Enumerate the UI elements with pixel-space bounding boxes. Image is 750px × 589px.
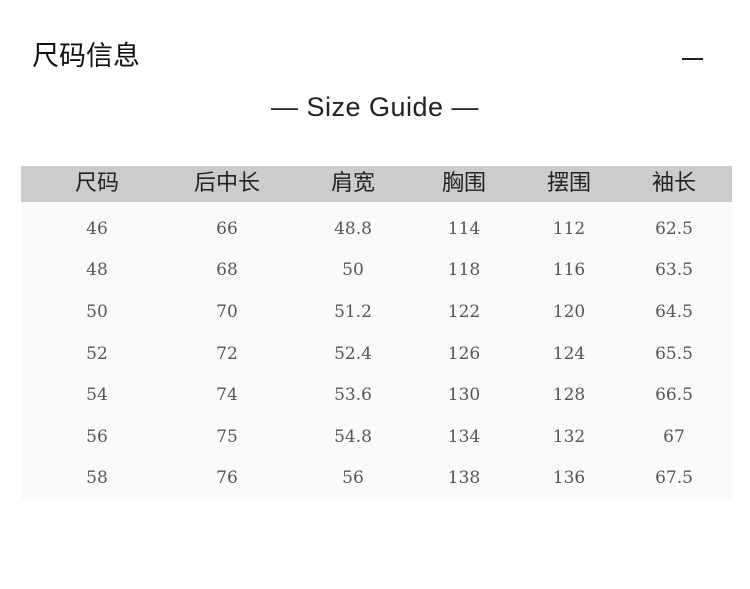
table-cell: 54.8 (334, 426, 372, 447)
column-header: 袖长 (651, 171, 696, 196)
table-row: 52 72 52.4 126 124 65.5 (21, 333, 732, 375)
table-cell: 67 (663, 426, 685, 447)
table-cell: 118 (447, 260, 481, 281)
table-cell: 120 (552, 301, 586, 322)
table-cell: 72 (216, 343, 238, 364)
table-cell: 51.2 (334, 301, 372, 322)
column-header: 摆围 (546, 171, 591, 196)
table-cell: 126 (447, 343, 481, 364)
table-cell: 66.5 (655, 385, 693, 406)
table-cell: 58 (86, 468, 108, 489)
table-cell: 76 (216, 468, 238, 489)
table-cell: 54 (86, 385, 108, 406)
table-cell: 64.5 (655, 301, 693, 322)
table-cell: 63.5 (655, 260, 693, 281)
table-cell: 132 (552, 426, 586, 447)
column-header: 后中长 (193, 171, 260, 196)
column-header: 尺码 (74, 171, 119, 196)
table-cell: 62.5 (655, 218, 693, 239)
table-cell: 52 (86, 343, 108, 364)
table-cell: 46 (86, 218, 108, 239)
table-cell: 50 (342, 260, 364, 281)
table-cell: 122 (447, 301, 481, 322)
table-row: 50 70 51.2 122 120 64.5 (21, 291, 732, 333)
table-cell: 52.4 (334, 343, 372, 364)
table-cell: 50 (86, 301, 108, 322)
table-body: 46 66 48.8 114 112 62.5 48 68 50 118 116 63.5 50 70 51… (21, 202, 732, 499)
table-row: 48 68 50 118 116 63.5 (21, 250, 732, 292)
table-cell: 66 (216, 218, 238, 239)
table-cell: 124 (552, 343, 586, 364)
page-title: 尺码信息 (32, 41, 140, 72)
column-header: 肩宽 (330, 171, 375, 196)
table-cell: 116 (552, 260, 586, 281)
table-cell: 67.5 (655, 468, 693, 489)
table-cell: 68 (216, 260, 238, 281)
table-cell: 114 (447, 218, 481, 239)
table-cell: 136 (552, 468, 586, 489)
table-cell: 56 (342, 468, 364, 489)
table-cell: 65.5 (655, 343, 693, 364)
size-table: 尺码 后中长 肩宽 胸围 摆围 袖长 46 66 48.8 114 112 62.5 48 68 50 11… (21, 166, 732, 499)
table-cell: 48 (86, 260, 108, 281)
column-header: 胸围 (441, 171, 486, 196)
table-cell: 134 (447, 426, 481, 447)
table-row: 58 76 56 138 136 67.5 (21, 458, 732, 500)
table-cell: 130 (447, 385, 481, 406)
table-cell: 48.8 (334, 218, 372, 239)
table-cell: 56 (86, 426, 108, 447)
table-cell: 74 (216, 385, 238, 406)
minimize-icon[interactable] (682, 58, 703, 60)
table-row: 46 66 48.8 114 112 62.5 (21, 208, 732, 250)
table-cell: 70 (216, 301, 238, 322)
size-guide-subtitle: — Size Guide — (270, 92, 480, 122)
table-row: 56 75 54.8 134 132 67 (21, 416, 732, 458)
table-header: 尺码 后中长 肩宽 胸围 摆围 袖长 (21, 166, 732, 202)
table-row: 54 74 53.6 130 128 66.5 (21, 374, 732, 416)
table-cell: 128 (552, 385, 586, 406)
table-cell: 75 (216, 426, 238, 447)
table-cell: 138 (447, 468, 481, 489)
table-cell: 112 (552, 218, 586, 239)
table-cell: 53.6 (334, 385, 372, 406)
